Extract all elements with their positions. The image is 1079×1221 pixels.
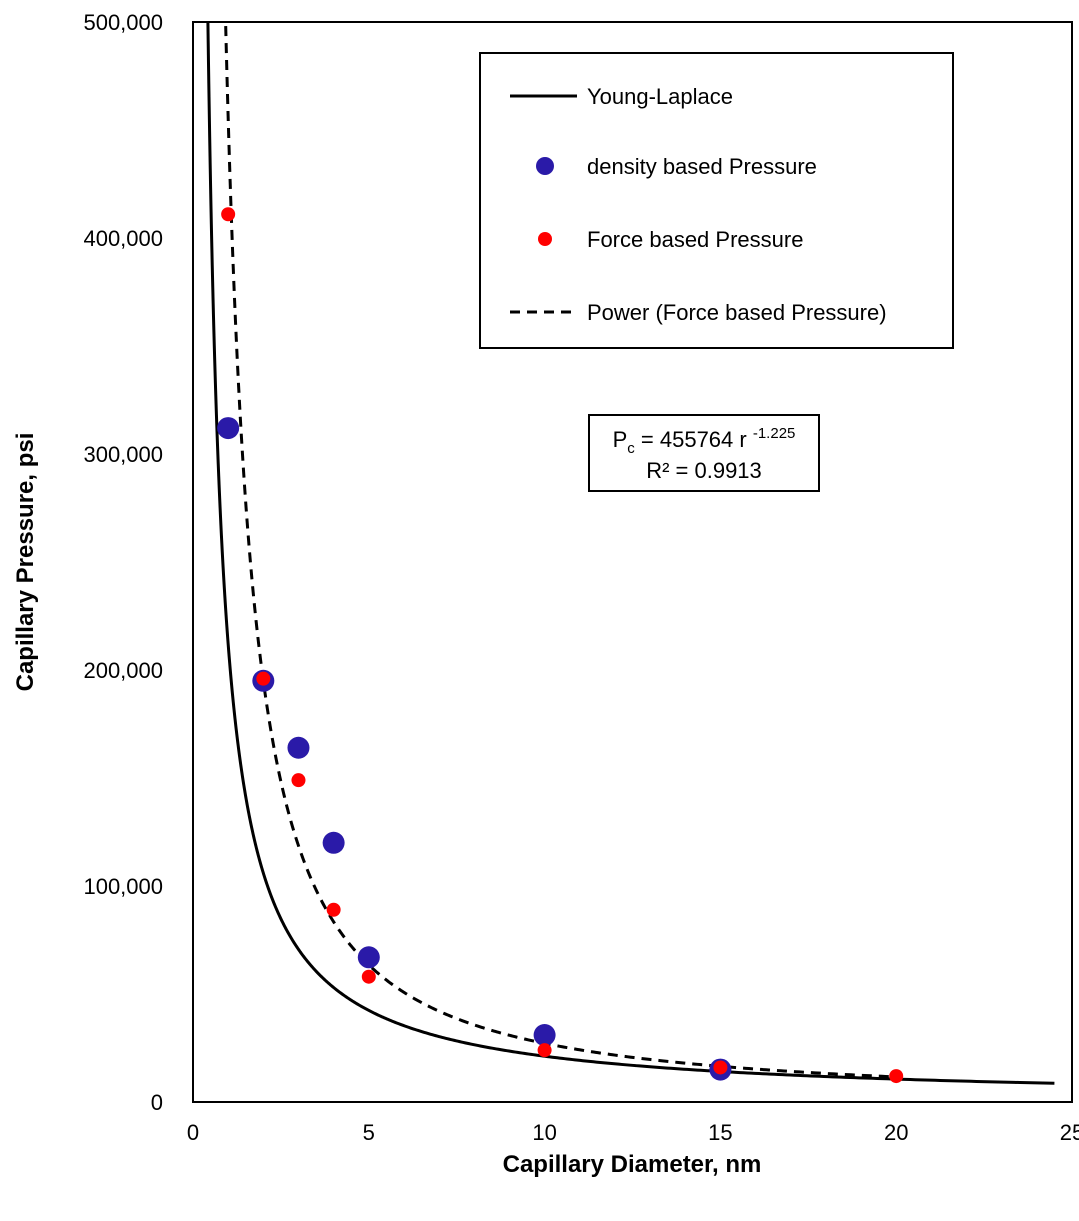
force-point [256,671,271,686]
x-tick-label: 5 [363,1120,375,1145]
x-axis-ticks: 0 5 10 15 20 25 [187,1120,1079,1145]
legend-young-laplace-label: Young-Laplace [587,84,733,109]
force-point [291,773,306,788]
x-tick-label: 20 [884,1120,908,1145]
legend-power-label: Power (Force based Pressure) [587,300,887,325]
x-tick-label: 0 [187,1120,199,1145]
density-point [357,946,380,969]
x-axis-title: Capillary Diameter, nm [503,1151,762,1178]
force-point [326,902,341,917]
x-tick-label: 10 [532,1120,556,1145]
force-point [537,1043,552,1058]
density-point [287,736,310,759]
y-tick-label: 500,000 [83,10,163,35]
density-point [533,1024,556,1047]
y-tick-label: 200,000 [83,658,163,683]
equation-annotation: Pc = 455764 r -1.225 R² = 0.9913 [588,414,820,492]
series-points [217,207,904,1084]
y-axis-ticks: 0 100,000 200,000 300,000 400,000 500,000 [83,10,163,1115]
x-tick-label: 15 [708,1120,732,1145]
y-tick-label: 400,000 [83,226,163,251]
density-point [217,417,240,440]
force-point [221,207,236,222]
equation-line-1: Pc = 455764 r -1.225 [613,425,796,457]
plot-area-border [192,21,1073,1103]
legend-density-swatch [536,157,554,175]
x-tick-label: 25 [1060,1120,1079,1145]
legend-box [479,52,954,349]
young-laplace-curve [206,22,1055,1085]
y-tick-label: 300,000 [83,442,163,467]
legend: Young-Laplace density based Pressure For… [479,52,954,349]
density-point [322,831,345,854]
equation-box [588,414,820,492]
y-axis-title: Capillary Pressure, psi [12,433,39,692]
legend-force-label: Force based Pressure [587,227,803,252]
equation-line-2: R² = 0.9913 [646,458,762,483]
force-point [889,1069,904,1084]
force-point [361,969,376,984]
y-tick-label: 0 [151,1090,163,1115]
legend-density-label: density based Pressure [587,154,817,179]
y-tick-label: 100,000 [83,874,163,899]
force-point [713,1060,728,1075]
legend-force-swatch [538,232,552,246]
power-fit-curve [224,25,897,1079]
series-lines [206,22,1055,1085]
